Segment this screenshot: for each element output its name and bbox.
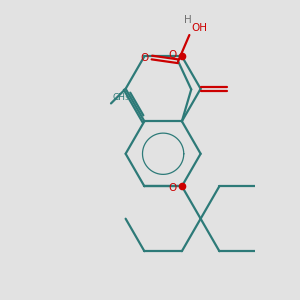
Text: O: O	[169, 183, 177, 193]
Text: H: H	[184, 15, 191, 25]
Text: OH: OH	[191, 23, 207, 33]
Text: O: O	[141, 52, 149, 62]
Text: O: O	[169, 50, 177, 60]
Text: CH₃: CH₃	[113, 92, 130, 101]
